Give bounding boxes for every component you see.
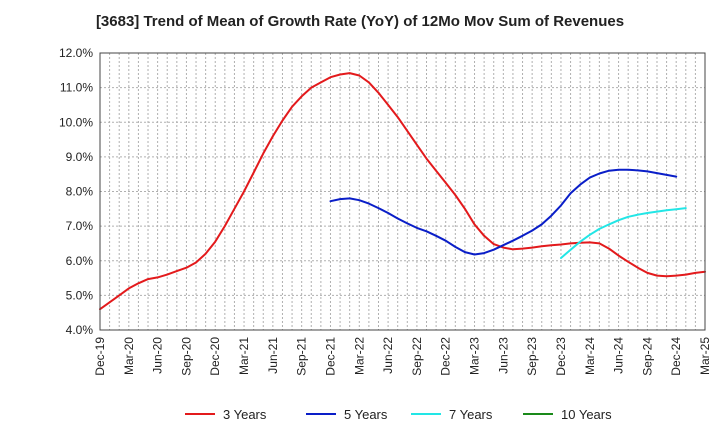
x-tick-label: Sep-22 [410, 337, 424, 376]
y-tick-label: 5.0% [66, 288, 94, 302]
x-tick-label: Jun-21 [266, 337, 280, 374]
y-tick-label: 12.0% [59, 46, 93, 60]
series-layer [99, 72, 706, 311]
x-tick-label: Mar-23 [468, 337, 482, 375]
y-tick-label: 4.0% [66, 323, 94, 337]
x-tick-label: Jun-22 [381, 337, 395, 374]
x-tick-label: Mar-25 [698, 337, 712, 375]
x-axis-tick-labels: Dec-19 Mar-20 Jun-20 Sep-20 Dec-20 Mar-21 Jun-… [93, 337, 712, 376]
series-line-7-years [560, 207, 687, 259]
x-tick-label: Sep-21 [295, 337, 309, 376]
x-tick-label: Mar-20 [122, 337, 136, 375]
y-tick-label: 8.0% [66, 185, 94, 199]
x-tick-label: Dec-19 [93, 337, 107, 376]
x-tick-label: Jun-20 [151, 337, 165, 374]
x-tick-label: Dec-22 [439, 337, 453, 376]
legend-label-10-years: 10 Years [561, 407, 612, 422]
x-tick-label: Mar-24 [583, 337, 597, 375]
y-tick-label: 9.0% [66, 150, 94, 164]
x-tick-label: Dec-21 [323, 337, 337, 376]
y-tick-label: 6.0% [66, 254, 94, 268]
y-tick-label: 7.0% [66, 219, 94, 233]
x-tick-label: Mar-22 [352, 337, 366, 375]
x-tick-label: Sep-24 [640, 337, 654, 376]
legend-label-3-years: 3 Years [223, 407, 267, 422]
y-tick-label: 11.0% [60, 81, 93, 95]
x-tick-label: Jun-23 [496, 337, 510, 374]
x-tick-label: Mar-21 [237, 337, 251, 375]
x-tick-label: Sep-20 [179, 337, 193, 376]
y-tick-label: 10.0% [59, 115, 93, 129]
x-tick-label: Dec-23 [554, 337, 568, 376]
x-tick-label: Dec-24 [669, 337, 683, 376]
legend: 3 Years 5 Years 7 Years 10 Years [185, 407, 612, 422]
x-tick-label: Dec-20 [208, 337, 222, 376]
legend-label-7-years: 7 Years [449, 407, 493, 422]
legend-label-5-years: 5 Years [344, 407, 388, 422]
y-axis-tick-labels: 4.0% 5.0% 6.0% 7.0% 8.0% 9.0% 10.0% 11.0% 12.0% [59, 46, 93, 337]
plot-frame [99, 52, 706, 331]
chart-title: [3683] Trend of Mean of Growth Rate (YoY… [96, 13, 624, 30]
series-line-5-years [329, 168, 678, 256]
x-tick-label: Sep-23 [525, 337, 539, 376]
series-line-3-years [99, 72, 706, 311]
x-tick-label: Jun-24 [612, 337, 626, 374]
